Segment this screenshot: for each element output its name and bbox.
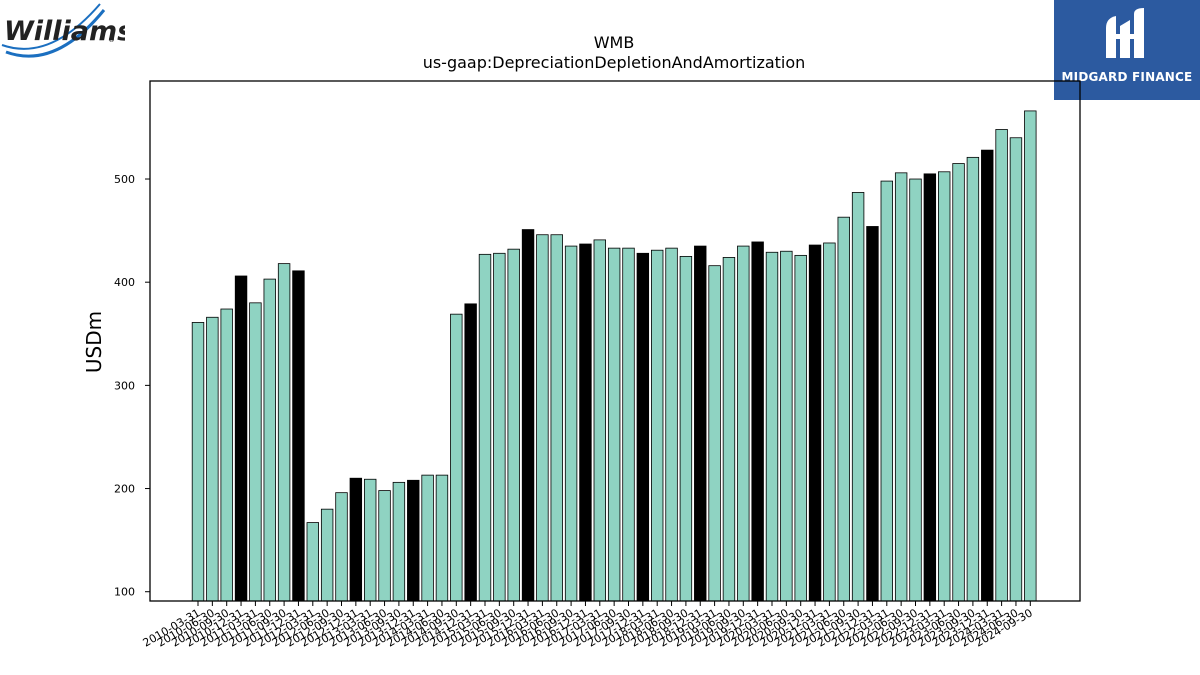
bar-2018-06-30 [665,247,678,602]
chart-subtitle: us-gaap:DepreciationDepletionAndAmortiza… [423,53,806,72]
bar-2020-09-30 [794,254,807,602]
bar-2022-06-30 [894,172,908,602]
bar-2012-12-31 [349,477,363,602]
y-axis-label: USDm [82,311,106,373]
bar-2013-12-31 [407,479,420,602]
bar-2021-03-31 [823,242,836,602]
bar-2014-06-30 [435,474,449,602]
bar-2015-03-31 [478,253,492,602]
x-axis: 2010-03-312010-06-302010-09-302010-12-31… [141,601,1035,650]
bar-2016-09-30 [564,245,578,602]
bar-2014-09-30 [450,313,463,602]
bar-2013-09-30 [392,481,406,602]
bar-2016-03-31 [536,234,549,602]
bar-2020-12-31 [808,244,822,602]
bar-2018-03-31 [651,249,664,602]
bar-2015-12-31 [521,229,535,602]
bar-2014-12-31 [464,303,477,602]
bar-2021-12-31 [866,226,879,602]
bar-2010-03-31 [191,322,205,602]
bar-2017-09-30 [622,247,635,602]
bar-2012-03-31 [306,522,320,602]
svg-text:®: ® [108,36,115,44]
bar-2016-12-31 [579,243,592,602]
midgard-logo-text: MIDGARD FINANCE [1061,70,1193,84]
bar-2014-03-31 [421,474,434,602]
bar-2023-12-31 [981,149,994,602]
midgard-finance-logo: MIDGARD FINANCE [1054,0,1200,100]
bar-2024-09-30 [1024,110,1037,602]
bar-2011-06-30 [263,278,276,602]
bar-2020-06-30 [780,250,793,602]
bar-2018-09-30 [679,255,693,602]
y-axis: 100 200 300 400 500 [114,173,150,599]
bar-2011-12-31 [292,270,305,602]
bar-2012-09-30 [335,492,348,602]
bar-2011-09-30 [277,263,291,602]
bar-2018-12-31 [694,245,707,602]
bar-2013-06-30 [378,490,391,602]
y-tick-label: 100 [114,586,135,599]
bar-2023-09-30 [966,156,980,602]
bar-2021-06-30 [837,216,850,602]
bar-2016-06-30 [550,234,563,602]
bar-2017-06-30 [607,247,621,602]
bar-2010-12-31 [234,275,248,602]
bar-2010-06-30 [206,316,219,602]
bar-2017-03-31 [593,239,607,602]
bar-2011-03-31 [249,302,262,602]
y-tick-label: 200 [114,483,135,496]
bar-2023-06-30 [952,163,965,602]
bar-2024-03-31 [995,129,1008,602]
williams-logo-text: Williams [4,16,125,47]
bar-2023-03-31 [938,171,951,602]
bar-2019-09-30 [737,245,750,602]
bar-2022-12-31 [923,173,937,602]
bar-2013-03-31 [363,478,377,602]
bars-group [191,110,1037,602]
bar-2010-09-30 [220,308,233,602]
y-tick-label: 500 [114,173,135,186]
bar-2019-12-31 [751,241,764,602]
williams-swoosh-icon: Williams ® [1,3,133,58]
chart-title: WMB [594,33,635,52]
midgard-emblem-icon [1106,8,1144,58]
plot-frame [149,80,1081,602]
bar-2012-06-30 [320,508,334,602]
williams-logo: Williams ® [0,0,133,70]
bar-2017-12-31 [636,252,650,602]
bar-2015-09-30 [507,248,520,602]
bar-2019-03-31 [708,265,721,602]
bar-2019-06-30 [722,257,736,602]
bar-2022-03-31 [880,180,894,602]
bar-2015-06-30 [493,252,506,602]
bar-2022-09-30 [909,178,922,602]
bar-2020-03-31 [765,251,779,602]
bar-2021-09-30 [851,192,865,602]
y-tick-label: 300 [114,379,135,392]
y-tick-label: 400 [114,276,135,289]
bar-2024-06-30 [1009,137,1023,602]
